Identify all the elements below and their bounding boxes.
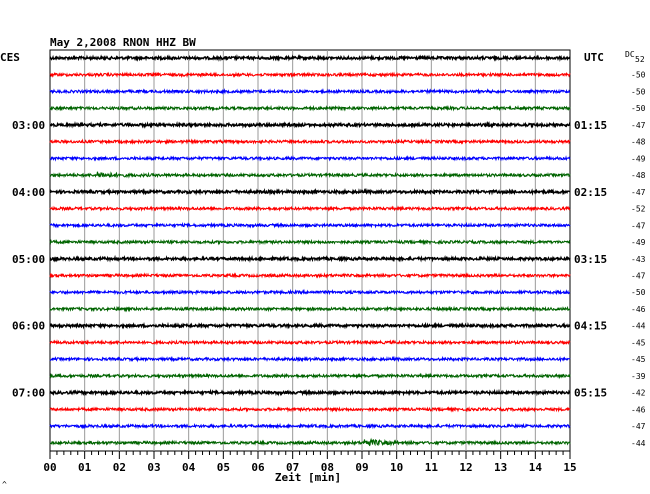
dc-offset-22: -47 <box>631 422 646 431</box>
dc-header-sub: 52 <box>635 55 645 64</box>
trace-row-0 <box>49 54 571 62</box>
trace-row-10 <box>49 221 571 229</box>
x-tick-label-1: 01 <box>78 461 92 474</box>
trace-row-4 <box>49 120 571 129</box>
hour-label-left-2: 05:00 <box>12 253 45 266</box>
hour-label-left-4: 07:00 <box>12 387 45 400</box>
x-tick-label-12: 12 <box>459 461 472 474</box>
dc-offset-18: -45 <box>631 355 646 364</box>
dc-offset-16: -44 <box>631 322 646 331</box>
dc-offset-3: -50 <box>631 104 646 113</box>
trace-row-2 <box>49 88 571 95</box>
trace-row-5 <box>49 138 571 146</box>
dc-header: DC <box>625 50 635 59</box>
trace-row-23 <box>49 437 571 447</box>
dc-offset-23: -44 <box>631 439 646 448</box>
hour-label-right-1: 02:15 <box>574 186 607 199</box>
footer-mark: ^ <box>2 480 7 489</box>
hour-label-right-3: 04:15 <box>574 320 607 333</box>
dc-offset-1: -50 <box>631 71 646 80</box>
trace-row-20 <box>49 388 571 397</box>
dc-offset-7: -48 <box>631 171 646 180</box>
hour-label-right-4: 05:15 <box>574 387 607 400</box>
x-tick-label-8: 08 <box>321 461 334 474</box>
x-tick-label-4: 04 <box>182 461 196 474</box>
trace-row-16 <box>49 321 571 330</box>
dc-offset-19: -39 <box>631 372 646 381</box>
trace-row-9 <box>49 205 571 212</box>
x-tick-label-14: 14 <box>529 461 543 474</box>
trace-row-14 <box>49 288 571 296</box>
dc-offset-15: -46 <box>631 305 646 314</box>
dc-offset-2: -50 <box>631 87 646 96</box>
dc-offset-6: -49 <box>631 154 646 163</box>
trace-row-18 <box>49 355 571 363</box>
x-tick-label-0: 00 <box>43 461 56 474</box>
hour-label-right-0: 01:15 <box>574 119 607 132</box>
hour-label-left-0: 03:00 <box>12 119 45 132</box>
left-zone-label: CES <box>0 51 20 64</box>
dc-offset-12: -43 <box>631 255 646 264</box>
seismic-traces <box>49 54 571 447</box>
dc-offset-11: -49 <box>631 238 646 247</box>
trace-row-13 <box>49 272 571 279</box>
dc-offset-8: -47 <box>631 188 646 197</box>
x-tick-label-11: 11 <box>425 461 439 474</box>
dc-offset-14: -50 <box>631 288 646 297</box>
trace-row-19 <box>49 372 571 380</box>
trace-row-7 <box>49 171 571 179</box>
trace-row-6 <box>49 155 571 162</box>
dc-offset-13: -47 <box>631 271 646 280</box>
dc-offset-21: -46 <box>631 405 646 414</box>
trace-row-15 <box>49 305 571 313</box>
dc-offset-4: -47 <box>631 121 646 130</box>
trace-row-3 <box>49 104 571 112</box>
trace-row-11 <box>49 238 571 246</box>
right-zone-label: UTC <box>584 51 604 64</box>
x-tick-label-3: 03 <box>147 461 160 474</box>
hour-labels: 03:00 04:00 05:00 06:00 07:00 01:15 02:15 03:15… <box>12 119 607 400</box>
trace-row-22 <box>49 422 571 430</box>
plot-frame <box>49 49 571 452</box>
trace-row-12 <box>49 254 571 263</box>
x-tick-label-5: 05 <box>217 461 230 474</box>
trace-row-8 <box>49 187 571 196</box>
dc-offset-20: -42 <box>631 389 646 398</box>
x-tick-label-10: 10 <box>390 461 403 474</box>
hour-label-left-3: 06:00 <box>12 320 45 333</box>
trace-row-1 <box>49 71 571 79</box>
x-tick-label-15: 15 <box>563 461 576 474</box>
trace-row-17 <box>49 338 571 346</box>
x-tick-label-9: 09 <box>355 461 368 474</box>
dc-offset-9: -52 <box>631 205 646 214</box>
x-tick-label-6: 06 <box>251 461 265 474</box>
x-tick-label-13: 13 <box>494 461 507 474</box>
chart-title: May 2,2008 RNON HHZ BW <box>50 36 196 49</box>
dc-offset-10: -47 <box>631 221 646 230</box>
trace-row-21 <box>49 406 571 413</box>
minute-gridlines <box>84 50 536 451</box>
x-tick-label-2: 02 <box>113 461 126 474</box>
hour-label-left-1: 04:00 <box>12 186 45 199</box>
hour-label-right-2: 03:15 <box>574 253 607 266</box>
x-axis-label: Zeit [min] <box>275 471 341 484</box>
dc-offset-5: -48 <box>631 138 646 147</box>
dc-offset-17: -45 <box>631 338 646 347</box>
x-tick-label-7: 07 <box>286 461 299 474</box>
x-axis: 00 01 02 03 04 05 06 07 08 09 10 11 12 13 14 15 <box>43 451 577 474</box>
dc-offset-labels: -50 -50 -50 -47 -48 -49 -48 -47 -52 -47 -49 -43 -47 -… <box>631 71 646 448</box>
